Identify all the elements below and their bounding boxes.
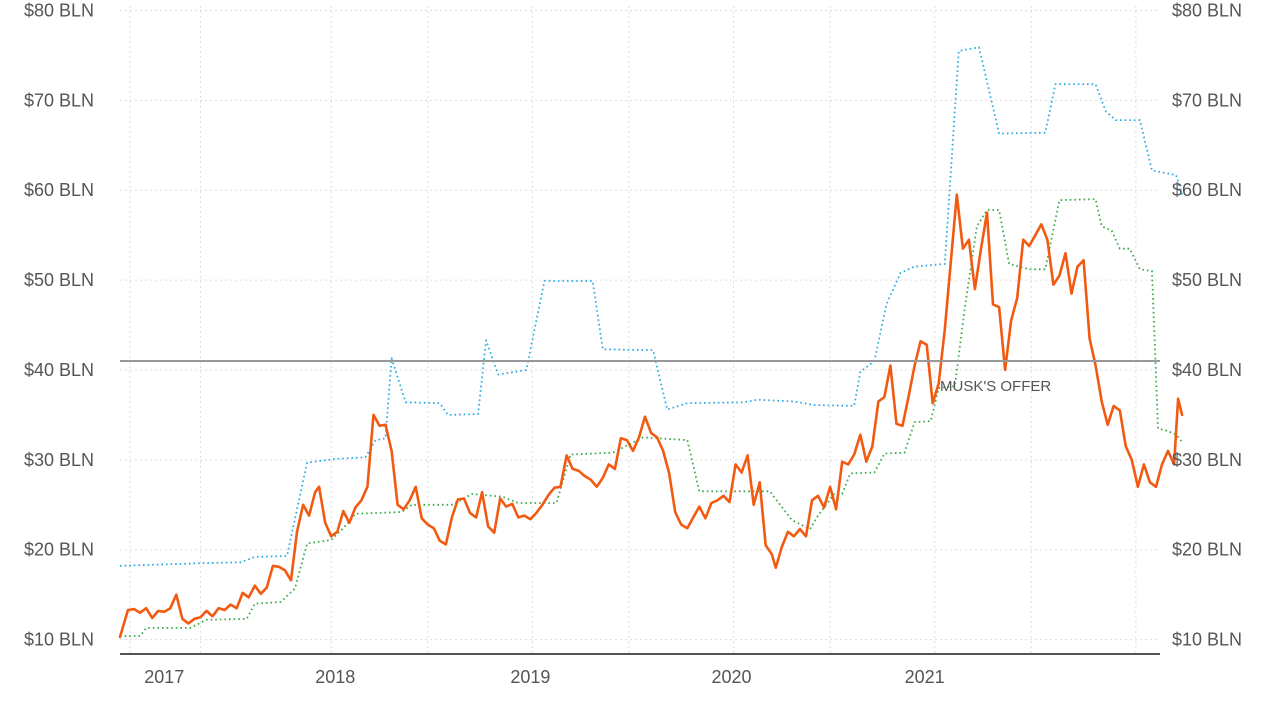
y-tick-label-right: $50 BLN	[1172, 270, 1242, 290]
y-tick-label-right: $80 BLN	[1172, 0, 1242, 20]
y-tick-label-left: $50 BLN	[24, 270, 94, 290]
musks-offer-label: MUSK'S OFFER	[940, 378, 1051, 395]
y-tick-label-left: $60 BLN	[24, 180, 94, 200]
y-tick-label-left: $10 BLN	[24, 630, 94, 650]
y-tick-label-right: $20 BLN	[1172, 540, 1242, 560]
y-tick-label-right: $40 BLN	[1172, 360, 1242, 380]
y-tick-label-right: $70 BLN	[1172, 90, 1242, 110]
y-tick-label-left: $40 BLN	[24, 360, 94, 380]
y-tick-label-left: $70 BLN	[24, 90, 94, 110]
reference-line-group: MUSK'S OFFER	[120, 360, 1160, 395]
y-tick-label-left: $80 BLN	[24, 0, 94, 20]
series-line-2	[120, 198, 1183, 637]
grid	[120, 6, 1160, 654]
y-tick-label-right: $10 BLN	[1172, 630, 1242, 650]
series-lines	[118, 46, 1184, 639]
x-tick-label: 2020	[712, 667, 752, 687]
x-tick-label: 2017	[144, 667, 184, 687]
y-tick-label-left: $20 BLN	[24, 540, 94, 560]
x-tick-label: 2019	[510, 667, 550, 687]
series-line-0	[118, 193, 1184, 639]
y-tick-label-left: $30 BLN	[24, 450, 94, 470]
y-tick-label-right: $30 BLN	[1172, 450, 1242, 470]
tick-labels: $10 BLN $10 BLN $20 BLN $20 BLN $30 BLN $30 B…	[24, 0, 1242, 687]
y-tick-label-right: $60 BLN	[1172, 180, 1242, 200]
x-tick-label: 2018	[315, 667, 355, 687]
series-line-1	[119, 46, 1183, 567]
x-tick-label: 2021	[905, 667, 945, 687]
